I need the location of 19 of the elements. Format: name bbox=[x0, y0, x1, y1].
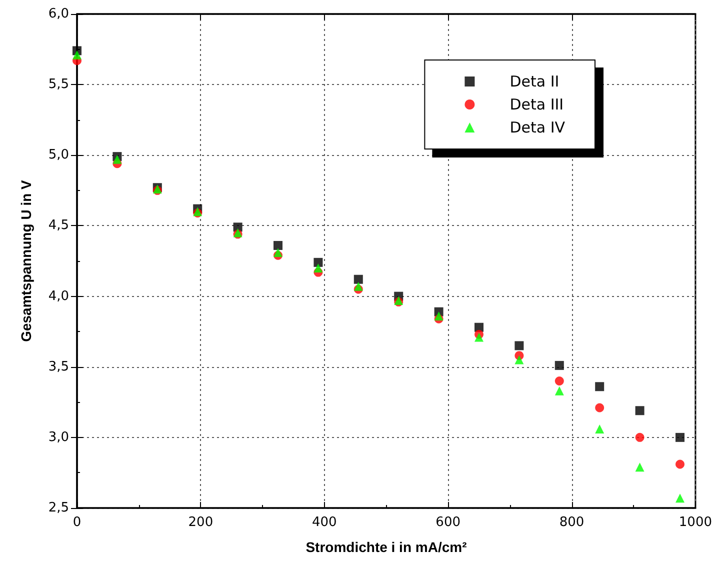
y-tick-label: 5,0 bbox=[48, 148, 69, 163]
y-tick-label: 4,0 bbox=[48, 288, 69, 304]
y-tick-label: 4,5 bbox=[48, 218, 69, 234]
x-tick-label: 1000 bbox=[678, 515, 712, 530]
x-tick-label: 200 bbox=[188, 515, 214, 530]
y-tick-label: 5,5 bbox=[48, 77, 69, 92]
x-tick-label: 800 bbox=[559, 515, 584, 530]
x-tick-label: 0 bbox=[72, 515, 82, 530]
legend-label: Deta II bbox=[510, 72, 560, 90]
x-axis-title: Stromdichte i in mA/cm² bbox=[306, 539, 468, 555]
legend-label: Deta III bbox=[510, 96, 564, 114]
y-tick-label: 3,5 bbox=[48, 359, 69, 374]
y-tick-label: 6,0 bbox=[48, 6, 69, 22]
y-tick-label: 2,5 bbox=[48, 500, 69, 516]
x-tick-label: 600 bbox=[436, 515, 460, 530]
x-tick-label: 400 bbox=[312, 515, 337, 530]
y-axis-title: Gesamtspannung U in V bbox=[18, 179, 34, 342]
legend-label: Deta IV bbox=[510, 118, 566, 136]
y-tick-label: 3,0 bbox=[48, 430, 69, 445]
